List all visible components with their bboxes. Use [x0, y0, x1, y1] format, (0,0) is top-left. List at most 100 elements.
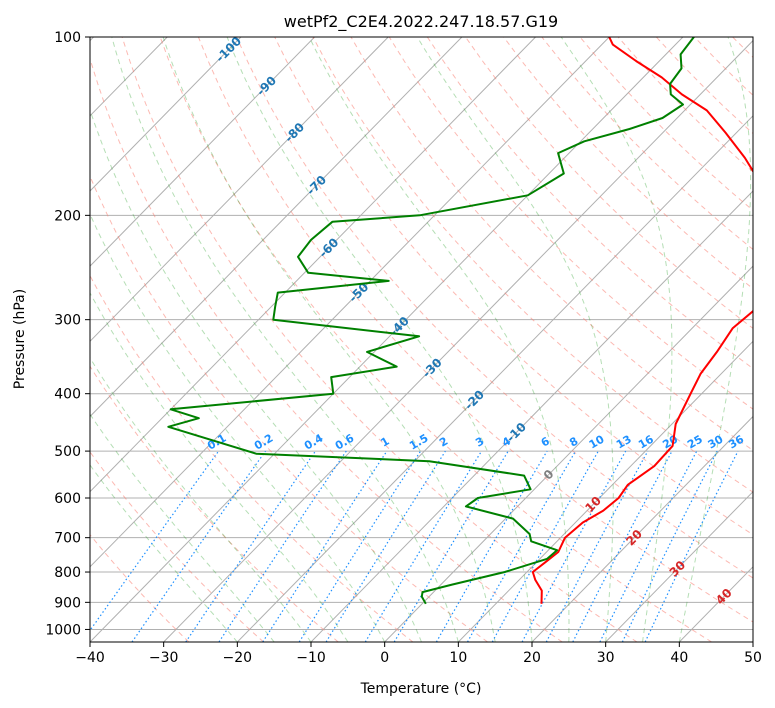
moist-adiabat [90, 108, 422, 642]
axes: −40 −30 −20 −10 0 10 20 30 40 50 100 200 300 400 500 60… [45, 30, 762, 666]
moist-adiabat [111, 37, 459, 642]
isotherm-line [236, 115, 753, 642]
x-axis-label: Temperature (°C) [360, 681, 482, 697]
dry-adiabat [90, 451, 264, 642]
mixing-ratio-label: 3 [473, 435, 486, 450]
dry-adiabat [274, 37, 753, 536]
mixing-ratio-label: 16 [636, 432, 656, 451]
isotherm-line [90, 37, 463, 418]
mixing-ratio-label: 0.4 [302, 431, 326, 452]
isotherm-line [90, 37, 536, 493]
dry-adiabat [90, 274, 414, 642]
mixing-ratio-line [185, 450, 316, 642]
moist-adiabat [90, 413, 275, 642]
mixing-ratio-line [218, 450, 347, 642]
isotherm-line [384, 265, 753, 642]
dry-adiabat [503, 37, 753, 290]
dry-adiabat [732, 37, 753, 58]
moist-adiabat [90, 464, 238, 642]
mixing-ratio-line [599, 450, 698, 642]
y-tick-label: 300 [54, 313, 81, 329]
isotherm-line [678, 566, 753, 642]
moist-adiabat [226, 37, 533, 642]
dry-adiabat [579, 37, 753, 212]
isotherm-line [605, 490, 753, 642]
y-tick-label: 900 [54, 595, 81, 611]
mixing-ratio-line [298, 450, 422, 642]
y-axis-label: Pressure (hPa) [12, 289, 28, 389]
moist-adiabat [560, 37, 673, 642]
y-tick-label: 200 [54, 208, 81, 224]
isotherm-line [90, 37, 610, 568]
x-tick-label: 50 [744, 650, 762, 666]
plot-area: 0.1 0.2 0.4 0.6 1 1.5 2 3 4 6 8 10 13 16 20 25 30 36-100-… [90, 37, 775, 642]
x-tick-label: 0 [380, 650, 389, 666]
dry-adiabat [159, 37, 712, 642]
isotherm-line [90, 37, 315, 267]
mixing-ratio-line [262, 450, 388, 642]
mixing-ratio-label: 10 [587, 432, 607, 451]
x-tick-label: −30 [149, 650, 179, 666]
dewpoint-profile [167, 37, 695, 605]
mixing-ratio-label: 0.2 [252, 432, 275, 453]
x-tick-label: −40 [75, 650, 105, 666]
moist-adiabat [162, 37, 496, 642]
mixing-ratio-line [466, 450, 577, 642]
y-tick-label: 700 [54, 531, 81, 547]
y-tick-label: 400 [54, 387, 81, 403]
isotherm-line [531, 415, 753, 642]
mixing-ratio-label: 36 [726, 432, 746, 451]
isotherm-line [90, 37, 389, 343]
moist-adiabat [90, 356, 312, 642]
dry-adiabat [655, 37, 753, 135]
isotherm-line [163, 39, 753, 642]
isotherm-line [90, 37, 242, 192]
mixing-ratio-line [131, 450, 266, 642]
isotherm-line [90, 37, 684, 642]
y-tick-label: 100 [54, 30, 81, 46]
dry-adiabat [426, 37, 753, 370]
x-tick-label: 30 [597, 650, 615, 666]
mixing-ratio-line [545, 450, 649, 642]
mixing-ratio-label: 1.5 [407, 432, 430, 453]
isotherm-line [752, 641, 753, 642]
mixing-ratio-line [621, 450, 718, 642]
mixing-ratio-line [435, 450, 548, 642]
x-tick-label: 40 [670, 650, 688, 666]
mixing-ratio-line [325, 450, 446, 642]
moist-adiabat [308, 37, 570, 642]
y-tick-label: 800 [54, 565, 81, 581]
moist-adiabat [678, 37, 752, 642]
plot-frame [89, 36, 754, 643]
dry-adiabat [694, 37, 753, 96]
temperature-profile [531, 37, 753, 604]
mixing-ratio-label: 25 [685, 433, 705, 452]
dry-adiabat [90, 533, 190, 642]
moist-adiabat [416, 37, 614, 642]
x-tick-label: 10 [449, 650, 467, 666]
x-tick-label: −10 [296, 650, 326, 666]
moist-adiabat [90, 212, 386, 642]
dry-adiabat [90, 56, 563, 642]
y-tick-label: 500 [54, 444, 81, 460]
dry-adiabat [90, 365, 339, 642]
mixing-ratio-line [90, 450, 220, 632]
y-tick-label: 1000 [45, 622, 81, 638]
mixing-ratio-line [491, 450, 599, 642]
isotherm-line [310, 190, 753, 642]
x-tick-label: −20 [223, 650, 253, 666]
dry-adiabat [771, 37, 775, 642]
mixing-ratio-line [393, 450, 509, 642]
mixing-ratio-line [364, 450, 483, 642]
mixing-ratio-label: 1 [379, 435, 392, 450]
dry-adiabat [312, 37, 753, 493]
y-tick-label: 600 [54, 491, 81, 507]
mixing-ratio-label: 30 [706, 432, 726, 451]
dry-adiabat [121, 37, 638, 642]
x-tick-label: 20 [523, 650, 541, 666]
mixing-ratio-line [521, 450, 627, 642]
mixing-ratio-line [572, 450, 673, 642]
mixing-ratio-label: 8 [567, 435, 580, 450]
isotherm-line [457, 340, 753, 642]
